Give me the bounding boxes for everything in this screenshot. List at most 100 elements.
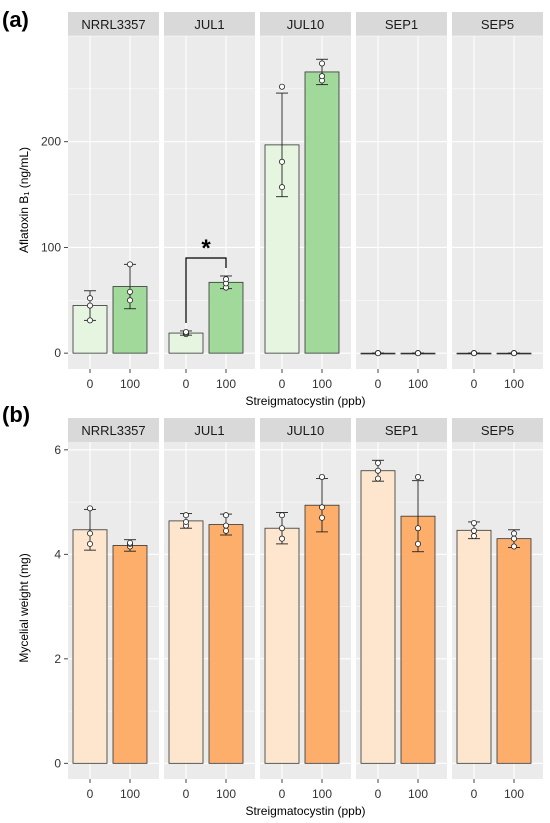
x-tick-label: 0 [471, 787, 478, 801]
bar [112, 545, 148, 764]
facet-SEP1: SEP1 0 100 [356, 418, 447, 801]
facet-strip [356, 418, 447, 442]
x-tick-label: 100 [216, 377, 236, 391]
data-point [510, 535, 517, 542]
x-tick-label: 100 [504, 377, 524, 391]
facet-strip [260, 418, 351, 442]
y-tick-label: 0 [54, 346, 61, 360]
facet-NRRL3357: NRRL3357 0 100 [68, 418, 159, 801]
x-axis-title: Streigmatocystin (ppb) [245, 804, 365, 818]
facet-strip [68, 12, 159, 36]
data-point [87, 505, 94, 512]
facet-strip [164, 418, 255, 442]
x-tick-label: 100 [216, 787, 236, 801]
bar [264, 527, 300, 764]
facet-strip [260, 12, 351, 36]
data-point [278, 525, 285, 532]
data-point [127, 297, 134, 304]
data-point [374, 475, 381, 482]
x-tick-label: 0 [375, 377, 382, 391]
facet-strip [452, 12, 543, 36]
facet-strip [452, 418, 543, 442]
data-point [318, 73, 325, 80]
bar [208, 281, 244, 354]
significance-star: * [201, 235, 211, 262]
data-point [374, 459, 381, 466]
x-axis-title: Streigmatocystin (ppb) [245, 394, 365, 408]
data-point [470, 519, 477, 526]
bar [304, 71, 340, 354]
facet-strip-label: NRRL3357 [81, 423, 145, 438]
facet-strip [68, 418, 159, 442]
facet-strip-label: SEP1 [385, 17, 418, 32]
y-tick-label: 4 [54, 547, 61, 561]
data-point [182, 518, 189, 525]
data-point [414, 525, 421, 532]
bar [360, 470, 396, 764]
data-point [510, 530, 517, 537]
plot-background [452, 36, 543, 369]
bar [72, 529, 108, 764]
bar [208, 524, 244, 764]
data-point [278, 184, 285, 191]
facet-NRRL3357: NRRL3357 0 100 [68, 12, 159, 391]
y-tick-label: 6 [54, 443, 61, 457]
facet-JUL1: JUL1 0 100 [164, 418, 255, 801]
data-point [222, 276, 229, 283]
facet-strip-label: SEP1 [385, 423, 418, 438]
x-tick-label: 100 [312, 787, 332, 801]
x-tick-label: 100 [408, 787, 428, 801]
x-tick-label: 100 [312, 377, 332, 391]
y-axis-title: Aflatoxin B₁ (ng/mL) [17, 147, 31, 253]
x-tick-label: 0 [87, 787, 94, 801]
data-point [182, 512, 189, 519]
data-point [182, 328, 189, 335]
bar [496, 538, 532, 764]
x-tick-label: 0 [183, 787, 190, 801]
facet-strip [356, 12, 447, 36]
x-tick-label: 0 [279, 377, 286, 391]
y-axis-title: Mycelial weight (mg) [17, 553, 31, 662]
panel-label: (b) [2, 402, 30, 427]
data-point [87, 530, 94, 537]
data-point [318, 504, 325, 511]
facet-strip-label: JUL10 [287, 423, 325, 438]
facet-strip-label: SEP5 [481, 17, 514, 32]
data-point [278, 158, 285, 165]
facet-strip-label: NRRL3357 [81, 17, 145, 32]
facet-strip [164, 12, 255, 36]
data-point [278, 512, 285, 519]
facet-JUL10: JUL10 0 100 [260, 418, 351, 801]
bar [456, 529, 492, 764]
data-point [470, 527, 477, 534]
x-tick-label: 100 [120, 787, 140, 801]
x-tick-label: 0 [471, 377, 478, 391]
y-tick-label: 0 [54, 756, 61, 770]
facet-strip-label: JUL1 [194, 423, 224, 438]
data-point [470, 533, 477, 540]
data-point [318, 474, 325, 481]
data-point [318, 60, 325, 67]
panel-label: (a) [2, 7, 29, 32]
x-tick-label: 0 [183, 377, 190, 391]
facet-JUL1: JUL1 0 100 * [164, 12, 255, 391]
facet-strip-label: JUL10 [287, 17, 325, 32]
facet-SEP1: SEP1 0 100 [356, 12, 447, 391]
data-point [414, 540, 421, 547]
data-point [222, 522, 229, 529]
data-point [127, 539, 134, 546]
data-point [374, 467, 381, 474]
significance-bracket [185, 257, 227, 323]
data-point [87, 295, 94, 302]
data-point [127, 288, 134, 295]
data-point [374, 350, 381, 357]
data-point [510, 350, 517, 357]
data-point [278, 83, 285, 90]
data-point [87, 317, 94, 324]
data-point [470, 350, 477, 357]
data-point [278, 535, 285, 542]
data-point [87, 540, 94, 547]
y-tick-label: 2 [54, 652, 61, 666]
